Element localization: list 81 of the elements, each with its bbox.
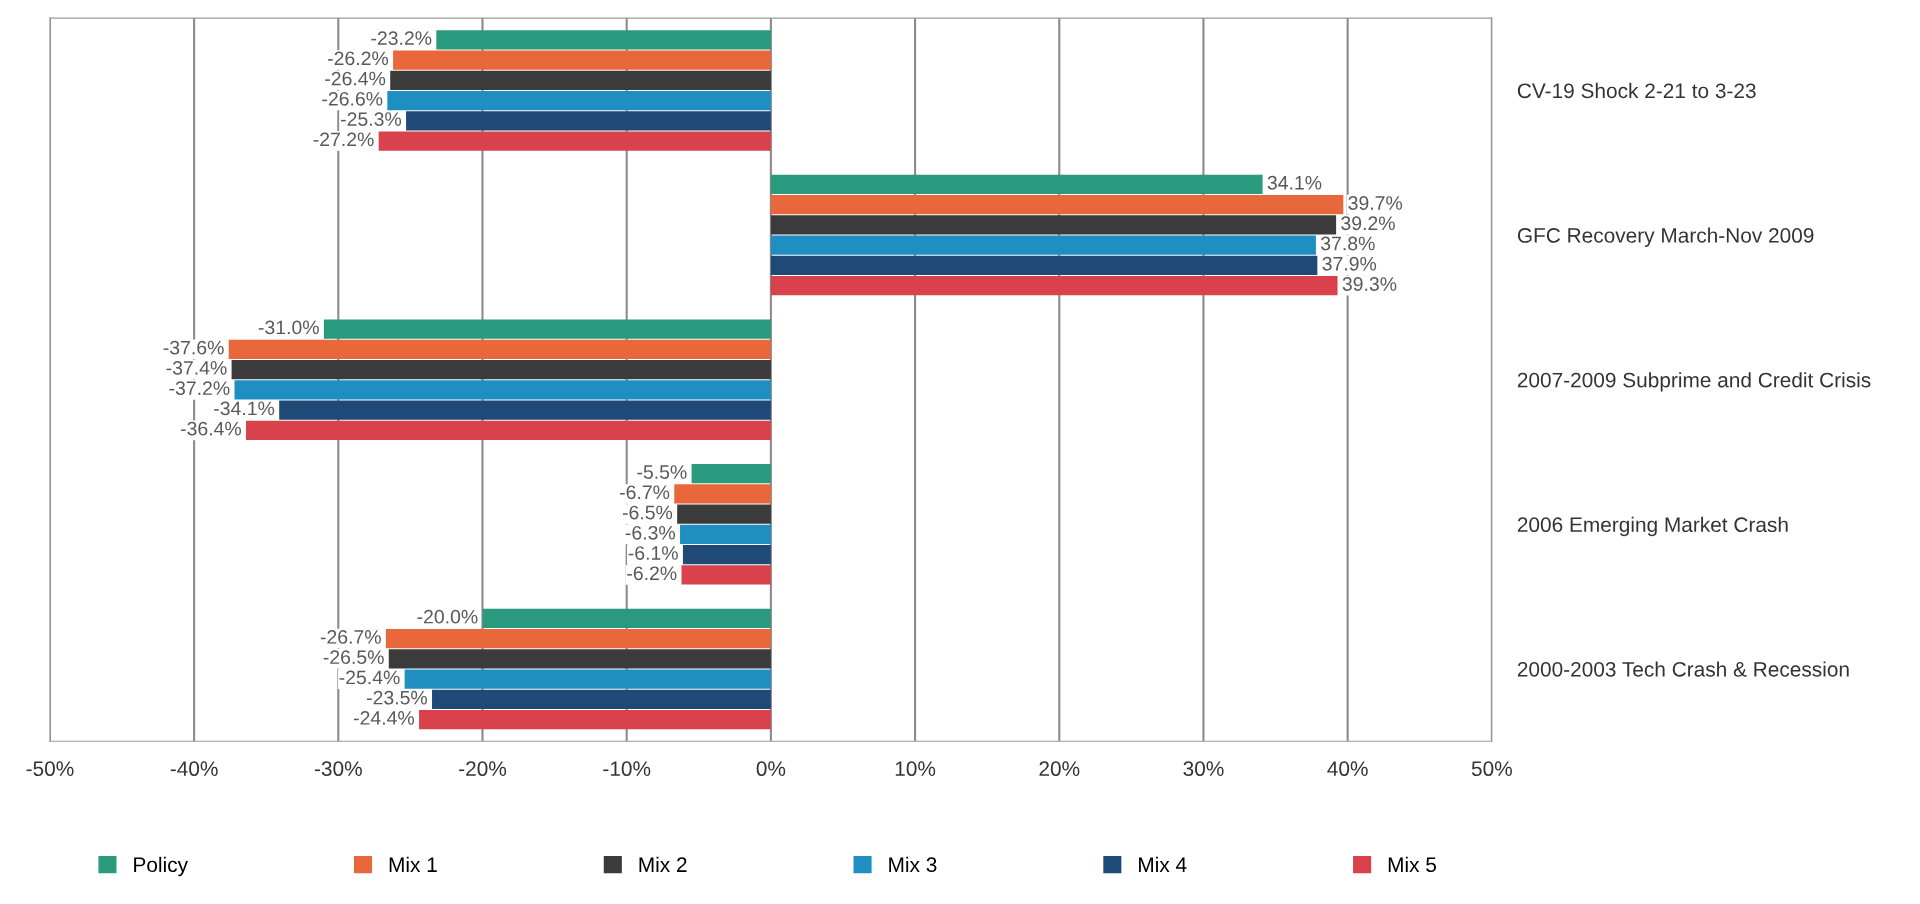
bar — [681, 565, 771, 585]
bar — [436, 30, 771, 50]
bar — [419, 709, 771, 730]
data-label: -6.7% — [620, 485, 670, 500]
x-tick-label: -50% — [26, 761, 74, 777]
data-label: 39.7% — [1348, 196, 1403, 210]
bar — [387, 90, 771, 111]
data-label: -6.1% — [628, 546, 678, 560]
x-tick-label: 30% — [1183, 761, 1224, 777]
bar — [406, 111, 771, 131]
legend-label: Mix 4 — [1139, 856, 1187, 872]
x-tick-label: 0% — [756, 761, 786, 777]
bar — [388, 649, 771, 669]
x-tick-label: 50% — [1471, 761, 1512, 777]
data-label: -26.4% — [325, 71, 386, 86]
data-label: -6.5% — [622, 505, 673, 520]
data-label: 37.9% — [1322, 256, 1377, 271]
data-label: -25.3% — [341, 112, 402, 126]
bar — [770, 235, 1316, 255]
y-tick-label: 2006 Emerging Market Crash — [1517, 516, 1788, 537]
bar — [378, 131, 771, 151]
bar — [770, 276, 1338, 296]
bar — [231, 359, 771, 380]
data-label: -34.1% — [214, 401, 275, 416]
data-label: -27.2% — [313, 132, 374, 147]
data-label: -26.2% — [328, 51, 389, 66]
bar — [682, 545, 771, 565]
bar — [390, 70, 771, 90]
data-label: -26.7% — [320, 630, 381, 644]
data-label: -37.2% — [169, 381, 230, 396]
data-label: -6.2% — [627, 566, 677, 581]
y-tick-label: 2007-2009 Subprime and Credit Crisis — [1517, 372, 1871, 392]
bar — [246, 420, 771, 440]
y-tick-label: 2000-2003 Tech Crash & Recession — [1517, 661, 1849, 677]
data-label: -37.4% — [166, 361, 227, 375]
data-label: -23.2% — [371, 31, 432, 45]
bar — [770, 215, 1337, 235]
bar — [404, 669, 771, 689]
bar — [432, 689, 771, 709]
data-label: -23.5% — [366, 690, 428, 705]
bar — [677, 504, 771, 524]
legend-label: Mix 2 — [639, 856, 687, 872]
bar — [680, 524, 771, 545]
x-tick-label: -10% — [603, 761, 651, 777]
data-label: -36.4% — [180, 421, 242, 436]
y-tick-label: CV-19 Shock 2-21 to 3-23 — [1517, 82, 1756, 99]
data-label: -6.3% — [625, 525, 676, 540]
data-label: -26.5% — [323, 650, 384, 665]
data-label: 34.1% — [1267, 175, 1322, 190]
bar — [234, 380, 771, 400]
data-label: -5.5% — [637, 465, 687, 479]
legend-label: Mix 1 — [389, 856, 437, 872]
y-tick-label: GFC Recovery March-Nov 2009 — [1517, 227, 1814, 247]
bar — [674, 484, 771, 504]
x-tick-label: 40% — [1327, 761, 1368, 777]
legend-label: Mix 3 — [889, 856, 937, 873]
data-label: -25.4% — [339, 670, 400, 685]
data-label: -31.0% — [258, 320, 319, 335]
bar — [393, 50, 771, 70]
data-label: 39.2% — [1341, 216, 1395, 231]
data-label: -20.0% — [417, 609, 478, 624]
x-tick-label: -30% — [314, 761, 362, 777]
data-label: -37.6% — [163, 340, 224, 355]
bar — [279, 400, 771, 420]
data-label: -26.6% — [322, 91, 383, 106]
bar — [770, 174, 1263, 195]
data-label: 39.3% — [1342, 277, 1397, 291]
legend-label: Policy — [134, 856, 188, 877]
x-tick-label: -20% — [459, 761, 507, 777]
bar — [691, 464, 771, 484]
bar — [228, 339, 771, 359]
data-label: 37.8% — [1320, 236, 1375, 251]
x-tick-label: 20% — [1039, 761, 1080, 777]
x-tick-label: -40% — [170, 761, 218, 777]
x-tick-label: 10% — [895, 761, 936, 777]
data-label: -24.4% — [353, 711, 415, 725]
bar — [482, 608, 771, 628]
bar — [770, 255, 1318, 276]
bar — [323, 319, 771, 339]
bar — [385, 628, 771, 649]
legend-label: Mix 5 — [1388, 856, 1437, 873]
